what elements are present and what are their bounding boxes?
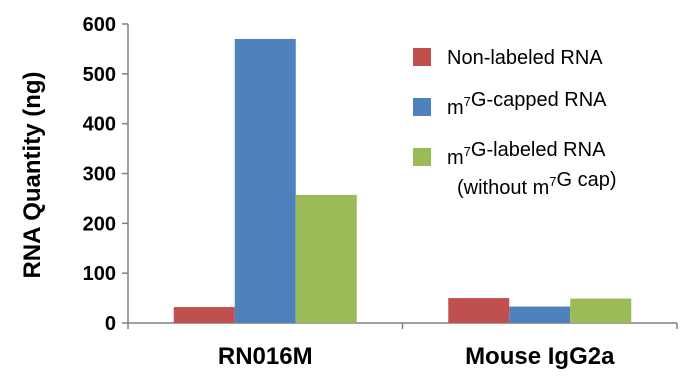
y-axis-label: RNA Quantity (ng) (19, 71, 46, 278)
y-tick-label: 600 (83, 14, 116, 36)
legend-label-line2: (without m7G cap) (457, 169, 617, 199)
bars (173, 38, 632, 323)
y-tick-label: 400 (83, 114, 116, 136)
y-tick-label: 100 (83, 263, 116, 285)
y-tick-label: 200 (83, 213, 116, 235)
x-axis: RN016M Mouse IgG2a (127, 322, 678, 370)
bar (234, 38, 296, 323)
legend: Non-labeled RNA m7G-capped RNA m7G-labeled… (413, 47, 617, 199)
bar (570, 298, 632, 323)
legend-label: Non-labeled RNA (447, 47, 603, 69)
x-category-label: Mouse IgG2a (465, 343, 615, 370)
legend-label: m7G-labeled RNA (447, 139, 606, 169)
y-tick-label: 300 (83, 164, 116, 186)
bar (173, 307, 235, 323)
bar (448, 298, 510, 323)
x-category-label: RN016M (218, 343, 313, 370)
y-axis: 0 100 200 300 400 500 600 (83, 14, 129, 335)
bar (295, 194, 357, 323)
legend-label: m7G-capped RNA (447, 89, 607, 119)
y-tick-label: 0 (105, 313, 116, 335)
legend-swatch (413, 98, 431, 116)
y-tick-label: 500 (83, 64, 116, 86)
legend-swatch (413, 148, 431, 166)
bar (509, 306, 571, 323)
legend-swatch (413, 48, 431, 66)
